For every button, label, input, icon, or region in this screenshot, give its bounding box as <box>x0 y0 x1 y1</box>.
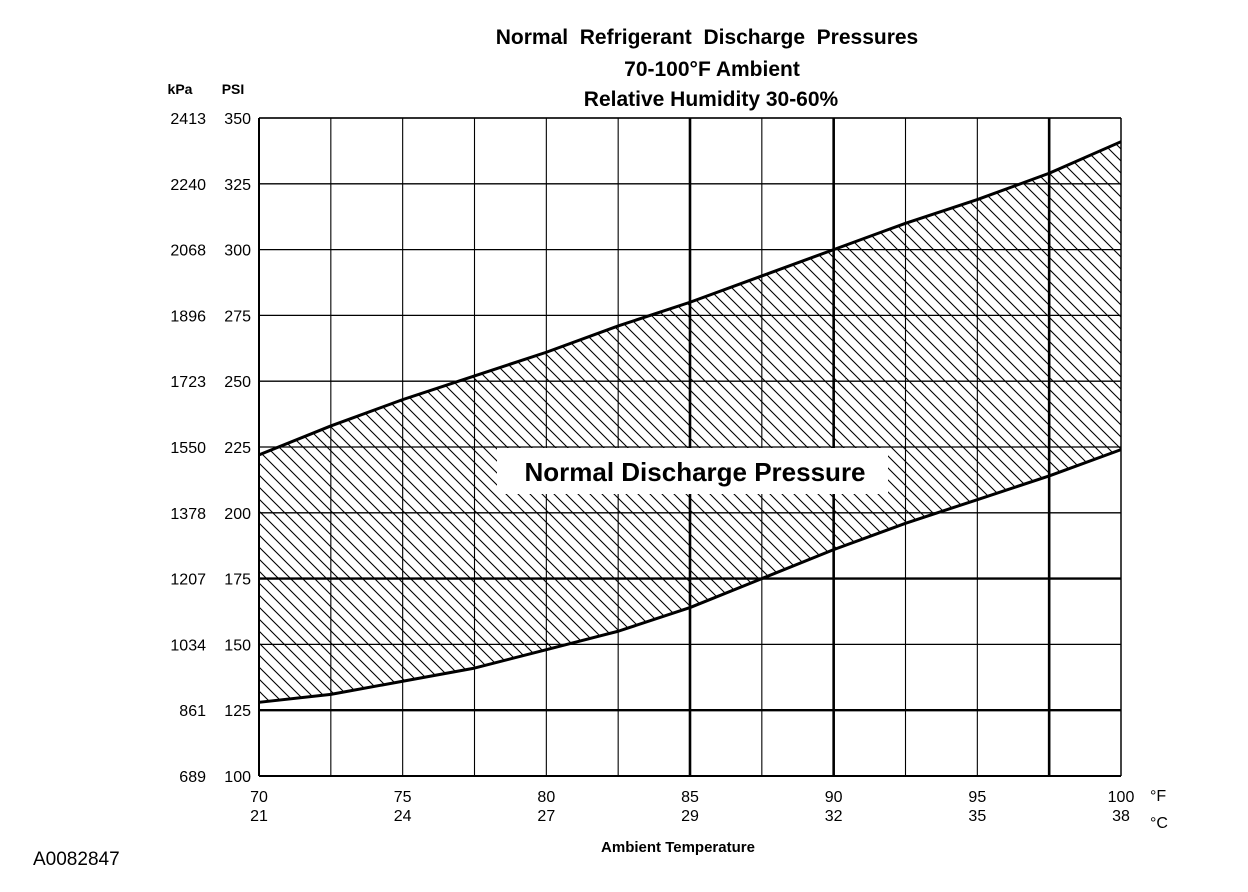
x-tick-label-celsius: 35 <box>968 808 986 825</box>
y-tick-label-kpa: 1034 <box>170 637 206 654</box>
x-tick-label-fahrenheit: 85 <box>681 789 699 806</box>
x-tick-label-fahrenheit: 90 <box>825 789 843 806</box>
x-unit-fahrenheit: °F <box>1150 788 1166 805</box>
y-tick-label-kpa: 1896 <box>170 308 206 325</box>
y-unit-psi: PSI <box>222 81 245 97</box>
x-tick-label-fahrenheit: 100 <box>1108 789 1135 806</box>
x-tick-label-celsius: 27 <box>537 808 555 825</box>
y-tick-label-psi: 200 <box>224 506 251 523</box>
y-tick-label-kpa: 861 <box>179 703 206 720</box>
band-label-background <box>497 448 888 494</box>
y-tick-label-psi: 275 <box>224 308 251 325</box>
y-tick-label-psi: 150 <box>224 637 251 654</box>
band-label: Normal Discharge Pressure <box>524 457 865 487</box>
y-tick-label-kpa: 1378 <box>170 506 206 523</box>
chart-title: Normal Refrigerant Discharge Pressures <box>496 26 919 49</box>
figure-id: A0082847 <box>33 849 120 870</box>
y-tick-label-kpa: 2240 <box>170 177 206 194</box>
x-axis-label: Ambient Temperature <box>601 839 755 856</box>
x-tick-label-celsius: 38 <box>1112 808 1130 825</box>
chart-subtitle-humidity: Relative Humidity 30-60% <box>584 88 839 111</box>
y-tick-label-psi: 225 <box>224 440 251 457</box>
y-tick-label-psi: 125 <box>224 703 251 720</box>
y-unit-kpa: kPa <box>168 81 193 97</box>
x-tick-label-fahrenheit: 80 <box>537 789 555 806</box>
x-tick-label-celsius: 21 <box>250 808 268 825</box>
y-tick-label-psi: 350 <box>224 111 251 128</box>
chart-subtitle-ambient: 70-100°F Ambient <box>624 58 800 81</box>
y-tick-label-kpa: 1550 <box>170 440 206 457</box>
lower-limit-curve <box>258 448 1122 704</box>
y-tick-label-kpa: 1207 <box>170 572 206 589</box>
x-tick-label-celsius: 29 <box>681 808 699 825</box>
x-tick-label-fahrenheit: 70 <box>250 789 268 806</box>
y-tick-label-psi: 250 <box>224 374 251 391</box>
x-unit-celsius: °C <box>1150 815 1168 832</box>
y-tick-label-kpa: 1723 <box>170 374 206 391</box>
x-tick-label-fahrenheit: 95 <box>968 789 986 806</box>
y-tick-label-psi: 325 <box>224 177 251 194</box>
y-tick-label-psi: 300 <box>224 243 251 260</box>
x-tick-label-celsius: 32 <box>825 808 843 825</box>
x-tick-label-celsius: 24 <box>394 808 412 825</box>
y-tick-label-psi: 175 <box>224 572 251 589</box>
x-tick-label-fahrenheit: 75 <box>394 789 412 806</box>
y-tick-label-kpa: 689 <box>179 769 206 786</box>
y-tick-label-kpa: 2068 <box>170 243 206 260</box>
upper-limit-curve <box>258 140 1122 457</box>
y-tick-label-kpa: 2413 <box>170 111 206 128</box>
y-tick-label-psi: 100 <box>224 769 251 786</box>
